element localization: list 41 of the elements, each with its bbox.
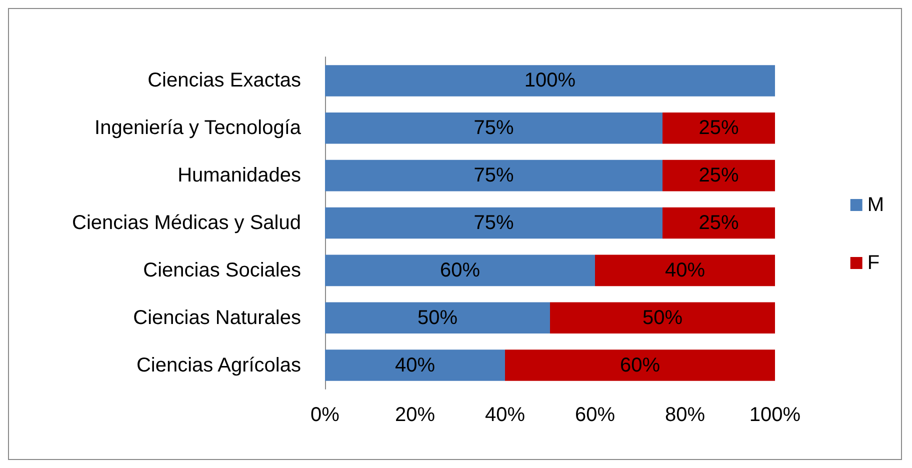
data-label: 75% [474, 117, 514, 140]
x-tick-label: 60% [574, 404, 616, 426]
bar [662, 160, 775, 192]
bar [325, 350, 505, 381]
data-label: 50% [642, 306, 683, 329]
x-tick-label: 0% [310, 404, 340, 426]
bar [595, 254, 775, 286]
data-label: 40% [664, 259, 706, 282]
data-label: 60% [620, 354, 660, 376]
bar [505, 350, 775, 381]
bar [325, 254, 595, 286]
x-tick-label: 40% [484, 404, 526, 426]
data-label: 25% [698, 117, 739, 140]
bar [325, 65, 775, 96]
bar [325, 302, 550, 334]
data-label: 75% [474, 212, 514, 234]
data-label: 25% [698, 212, 739, 234]
legend-label: F [867, 252, 880, 274]
bar [662, 112, 775, 144]
y-tick-label: Ingeniería y Tecnología [94, 117, 302, 140]
y-tick-label: Ciencias Sociales [143, 259, 301, 282]
data-label: 100% [524, 70, 576, 92]
data-label: 40% [394, 354, 436, 376]
y-tick-label: Ciencias Médicas y Salud [72, 212, 301, 234]
bar [662, 207, 775, 239]
x-tick-label: 80% [664, 404, 706, 426]
y-tick-label: Ciencias Agrícolas [136, 354, 301, 376]
bar [325, 207, 662, 239]
y-tick-label: Ciencias Exactas [148, 70, 301, 92]
data-label: 60% [440, 259, 480, 282]
bar [325, 160, 662, 192]
x-tick-label: 20% [394, 404, 436, 426]
data-label: 75% [474, 164, 514, 187]
y-tick-label: Humanidades [178, 164, 301, 187]
bar [550, 302, 775, 334]
bar [325, 112, 662, 144]
legend-label: M [867, 194, 884, 216]
y-tick-label: Ciencias Naturales [133, 306, 301, 329]
data-label: 50% [417, 306, 458, 329]
data-label: 25% [698, 164, 739, 187]
x-tick-label: 100% [749, 404, 801, 426]
